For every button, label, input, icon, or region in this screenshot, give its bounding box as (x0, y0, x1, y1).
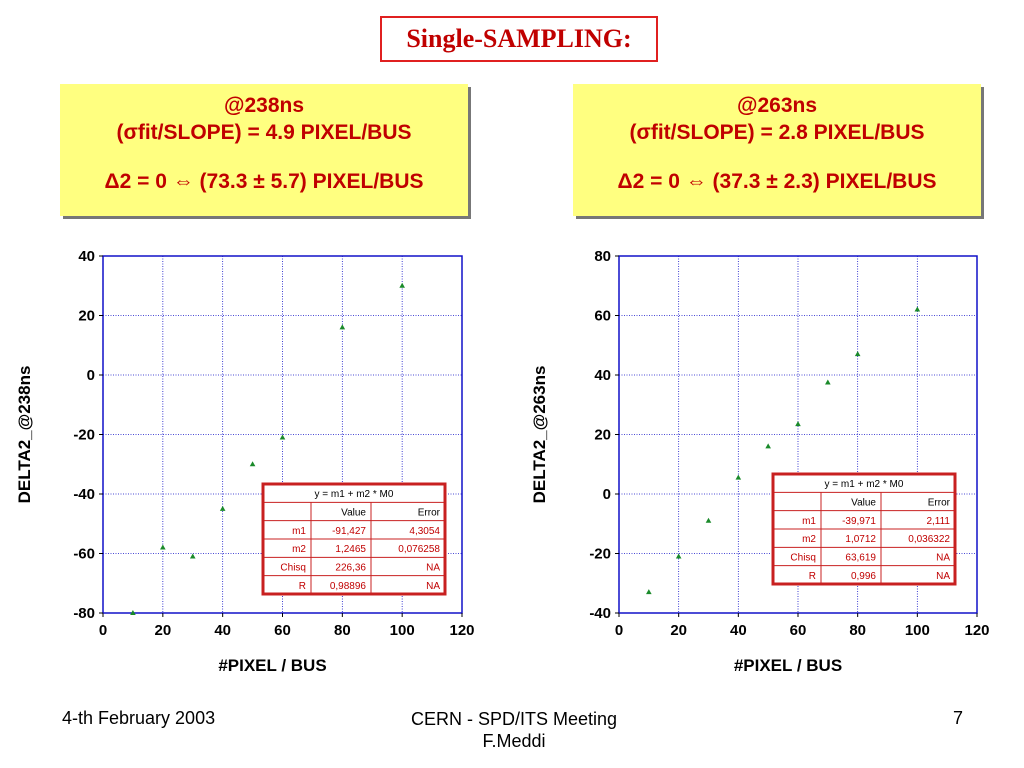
x-tick-label: 0 (615, 622, 623, 639)
y-tick-label: -40 (73, 486, 95, 503)
fit-results-table: y = m1 + m2 * M0 Value Error m1 -91,427 4,305… (261, 482, 447, 596)
y-tick-label: 60 (594, 308, 611, 325)
info-box-sigma-line: (σfit/SLOPE) = 4.9 PIXEL/BUS (116, 121, 412, 144)
fit-table-cell: m1 (802, 516, 816, 527)
y-tick-label: 80 (594, 248, 611, 265)
x-tick-label: 40 (214, 622, 231, 639)
y-tick-label: 40 (78, 248, 95, 265)
data-point (339, 324, 346, 330)
y-tick-label: -80 (73, 605, 95, 622)
x-axis-label: #PIXEL / BUS (218, 656, 326, 675)
footer-page-number: 7 (953, 708, 964, 728)
x-tick-label: 80 (849, 622, 866, 639)
x-tick-label: 120 (449, 622, 474, 639)
y-axis-label: DELTA2_@263ns (530, 366, 549, 504)
fit-table-cell: 0,98896 (330, 581, 367, 592)
fit-table-cell: 0,996 (851, 571, 876, 582)
y-tick-label: 20 (78, 308, 95, 325)
fit-table-cell: 1,0712 (845, 534, 876, 545)
scatter-chart-238ns: 0 20 40 60 80 100 120 -80 -60 -40 -20 0 20 40 #PIXEL /… (15, 248, 475, 675)
info-box-sigma-line: (σfit/SLOPE) = 2.8 PIXEL/BUS (629, 121, 925, 144)
x-axis-label: #PIXEL / BUS (734, 656, 842, 675)
data-point (705, 517, 712, 523)
data-point (219, 505, 226, 511)
fit-equation: y = m1 + m2 * M0 (315, 489, 394, 500)
x-tick-label: 20 (154, 622, 171, 639)
y-tick-label: 0 (87, 367, 95, 384)
fit-table-header-cell: Value (851, 498, 876, 509)
x-tick-label: 20 (670, 622, 687, 639)
footer-date: 4-th February 2003 (62, 708, 216, 728)
data-point (279, 434, 286, 440)
info-box-heading: @238ns (223, 94, 305, 117)
data-point (735, 474, 742, 480)
fit-table-cell: NA (936, 571, 950, 582)
info-box-heading: @263ns (736, 94, 818, 117)
fit-equation: y = m1 + m2 * M0 (825, 479, 904, 490)
data-point (914, 306, 921, 312)
footer-meeting-name: CERN - SPD/ITS Meeting (410, 709, 618, 729)
fit-table-cell: m2 (802, 534, 816, 545)
data-point (399, 282, 405, 288)
x-tick-label: 120 (964, 622, 989, 639)
fit-table-cell: 2,111 (926, 516, 950, 527)
fit-table-header-cell: Value (341, 508, 366, 519)
fit-table-cell: m1 (292, 526, 306, 537)
data-point (854, 351, 861, 357)
data-point (825, 379, 831, 385)
data-point (249, 461, 256, 467)
scatter-chart-263ns: 0 20 40 60 80 100 120 -40 -20 0 20 40 60 80 #PIXEL / B… (530, 248, 990, 675)
fit-table-cell: R (809, 571, 816, 582)
y-tick-label: 20 (594, 427, 611, 444)
y-tick-label: -40 (589, 605, 611, 622)
fit-table-cell: Chisq (790, 553, 816, 564)
data-point (795, 421, 801, 427)
fit-table-cell: R (299, 581, 306, 592)
slide-title: Single-SAMPLING: (380, 16, 658, 62)
footer-author: F.Meddi (482, 731, 546, 751)
info-box-result-line: Δ2 = 0 ⇔ (37.3 ± 2.3) PIXEL/BUS (617, 170, 937, 193)
fit-table-cell: 4,3054 (409, 526, 440, 537)
fit-table-cell: Chisq (280, 563, 306, 574)
fit-table-cell: -91,427 (332, 526, 366, 537)
x-tick-label: 80 (334, 622, 351, 639)
fit-table-header-cell: Error (928, 498, 951, 509)
fit-table-cell: -39,971 (842, 516, 876, 527)
data-point (160, 544, 166, 550)
y-tick-label: -20 (589, 546, 611, 563)
y-tick-label: -60 (73, 546, 95, 563)
x-tick-label: 60 (790, 622, 807, 639)
y-tick-label: 0 (603, 486, 611, 503)
y-tick-label: 40 (594, 367, 611, 384)
data-point (189, 553, 196, 559)
fit-table-cell: 0,036322 (908, 534, 950, 545)
info-box-result-line: Δ2 = 0 ⇔ (73.3 ± 5.7) PIXEL/BUS (104, 170, 424, 193)
x-tick-label: 60 (274, 622, 291, 639)
y-axis-label: DELTA2_@238ns (15, 366, 34, 504)
fit-table-cell: 63,619 (845, 553, 876, 564)
fit-table-cell: NA (936, 553, 950, 564)
fit-results-table: y = m1 + m2 * M0 Value Error m1 -39,971 2,111… (771, 472, 957, 586)
x-tick-label: 100 (905, 622, 930, 639)
info-box-238ns: @238ns (σfit/SLOPE) = 4.9 PIXEL/BUS Δ2 =… (60, 84, 468, 216)
y-tick-label: -20 (73, 427, 95, 444)
data-point (765, 443, 771, 449)
data-point (675, 553, 682, 559)
fit-table-cell: 1,2465 (335, 544, 366, 555)
data-point (646, 589, 652, 595)
fit-table-cell: m2 (292, 544, 306, 555)
fit-table-header-cell: Error (418, 508, 441, 519)
fit-table-cell: NA (426, 581, 440, 592)
fit-table-cell: 226,36 (335, 563, 366, 574)
x-tick-label: 100 (390, 622, 415, 639)
x-tick-label: 40 (730, 622, 747, 639)
fit-table-cell: NA (426, 563, 440, 574)
fit-table-cell: 0,076258 (398, 544, 440, 555)
info-box-263ns: @263ns (σfit/SLOPE) = 2.8 PIXEL/BUS Δ2 =… (573, 84, 981, 216)
x-tick-label: 0 (99, 622, 107, 639)
footer-meeting: CERN - SPD/ITS Meeting F.Meddi (390, 708, 638, 752)
data-point (130, 610, 136, 615)
